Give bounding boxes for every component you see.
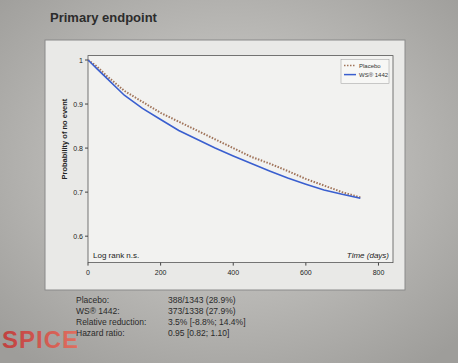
legend-swatch <box>344 74 356 76</box>
y-tick <box>85 148 88 149</box>
legend-label: WS® 1442 <box>359 72 389 78</box>
chart-panel <box>45 40 405 290</box>
legend-label: Placebo <box>359 63 381 69</box>
stat-value: 3.5% [-8.8%; 14.4%] <box>168 317 246 327</box>
annotation: Log rank n.s. <box>93 251 139 260</box>
stat-label: Hazard ratio: <box>76 328 125 338</box>
logo: SPICE <box>2 326 79 353</box>
stat-value: 0.95 [0.82; 1.10] <box>168 328 229 338</box>
y-tick-label: 1 <box>79 57 83 64</box>
y-tick-label: 0.8 <box>73 145 83 152</box>
stat-label: Placebo: <box>76 295 109 305</box>
stat-label: Relative reduction: <box>76 317 146 327</box>
x-axis-label: Time (days) <box>347 251 389 260</box>
stat-label: WS® 1442: <box>76 306 120 316</box>
slide: Primary endpoint 0.6 0.7 0.8 0.9 1 0 200 400 600 8… <box>0 0 458 363</box>
y-tick-label: 0.6 <box>73 233 83 240</box>
survival-curve <box>88 60 360 198</box>
legend <box>341 60 389 84</box>
x-tick-label: 200 <box>155 269 167 276</box>
background <box>0 0 458 363</box>
plot-area <box>88 60 360 198</box>
plot-frame <box>88 56 393 263</box>
survival-curve <box>88 60 360 197</box>
title: Primary endpoint <box>50 10 158 25</box>
y-tick <box>85 104 88 105</box>
y-tick <box>85 60 88 61</box>
x-tick-label: 400 <box>227 269 239 276</box>
x-tick <box>233 263 234 266</box>
y-tick <box>85 192 88 193</box>
y-axis-label: Probability of no event <box>60 98 69 179</box>
x-tick-label: 800 <box>373 269 385 276</box>
legend-swatch <box>344 65 356 67</box>
x-tick <box>378 263 379 266</box>
x-tick-label: 0 <box>86 269 90 276</box>
stat-value: 388/1343 (28.9%) <box>168 295 236 305</box>
y-tick-label: 0.9 <box>73 101 83 108</box>
stat-value: 373/1338 (27.9%) <box>168 306 236 316</box>
x-tick <box>160 263 161 266</box>
x-tick <box>88 263 89 266</box>
x-tick <box>305 263 306 266</box>
y-tick <box>85 236 88 237</box>
x-tick-label: 600 <box>300 269 312 276</box>
y-tick-label: 0.7 <box>73 189 83 196</box>
